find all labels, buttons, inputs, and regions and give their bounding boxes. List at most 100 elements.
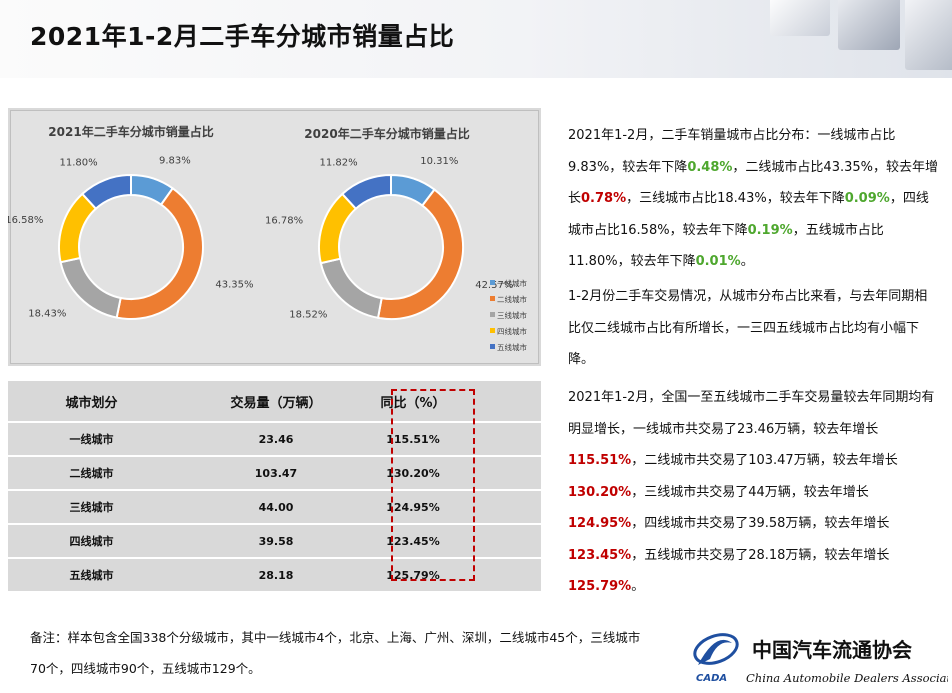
legend-label: 四线城市	[497, 326, 527, 336]
data-label: 11.82%	[319, 157, 357, 168]
header-yoy: 同比（%）	[377, 381, 449, 423]
para1-text: ，二线城市占比43.35%，较去年增长	[568, 159, 938, 207]
para1-value: 0.01%	[695, 254, 741, 269]
cada-logo: CADA 中国汽车流通协会 China Automobile Dealers A…	[688, 625, 952, 689]
table-row: 五线城市 28.18 125.79%	[8, 557, 541, 591]
paragraph-trend-summary: 1-2月份二手车交易情况，从城市分布占比来看，与去年同期相比仅二线城市占比有所增…	[568, 289, 928, 367]
city-cell: 五线城市	[8, 557, 175, 591]
table-header-row: 城市划分 交易量（万辆） 同比（%）	[8, 381, 541, 423]
donut-charts: 2021年二手车分城市销量占比 2020年二手车分城市销量占比 9.83% 43.…	[8, 124, 527, 352]
spacer-cell	[449, 557, 541, 591]
yoy-cell: 124.95%	[377, 489, 449, 524]
donut-slice	[376, 188, 464, 320]
header-city: 城市划分	[8, 381, 175, 423]
legend-swatch	[490, 280, 495, 285]
footnote: 备注：样本包含全国338个分级城市，其中一线城市4个，北京、上海、广州、深圳，二…	[30, 630, 641, 676]
legend-swatch	[490, 312, 495, 317]
table-row: 三线城市 44.00 124.95%	[8, 489, 541, 524]
donut-slice	[58, 192, 98, 264]
city-cell: 一线城市	[8, 421, 175, 456]
legend-swatch	[490, 296, 495, 301]
donut-slice	[115, 186, 204, 320]
legend-label: 一线城市	[497, 278, 527, 288]
data-label: 16.78%	[265, 216, 303, 227]
para3-value: 115.51%	[568, 453, 632, 468]
para1-value: 0.78%	[581, 191, 627, 206]
city-cell: 二线城市	[8, 455, 175, 490]
decorative-cube	[770, 0, 830, 36]
legend-label: 三线城市	[497, 310, 527, 320]
city-volume-table: 城市划分 交易量（万辆） 同比（%） 一线城市 23.46 115.51% 二线…	[8, 381, 541, 591]
yoy-cell: 125.79%	[377, 557, 449, 591]
paragraph-volume-analysis: 2021年1-2月，全国一至五线城市二手车交易量较去年同期均有明显增长，一线城市…	[568, 382, 940, 603]
data-label: 18.52%	[289, 310, 327, 321]
yoy-cell: 115.51%	[377, 421, 449, 456]
data-label: 10.31%	[420, 156, 458, 167]
donut-slice	[59, 256, 122, 319]
para3-value: 123.45%	[568, 547, 632, 563]
volume-cell: 103.47	[175, 455, 377, 490]
data-label: 18.43%	[28, 308, 66, 319]
data-label: 9.83%	[159, 155, 191, 166]
logo-abbr: CADA	[696, 673, 727, 684]
para1-value: 0.19%	[747, 222, 793, 238]
para3-value: 124.95%	[568, 516, 632, 531]
header-banner: 2021年1-2月二手车分城市销量占比	[0, 0, 952, 78]
para1-text: ，五线城市占比11.80%，较去年下降	[568, 222, 884, 270]
para3-text: ，二线城市共交易了103.47万辆，较去年增长	[631, 453, 898, 468]
para3-text: 。	[631, 579, 645, 594]
para3-text: ，五线城市共交易了28.18万辆，较去年增长	[631, 547, 890, 563]
para1-value: 0.48%	[687, 159, 733, 175]
data-label: 16.58%	[8, 215, 43, 226]
volume-cell: 28.18	[175, 557, 377, 591]
para1-text: 。	[740, 254, 754, 269]
chart-title-2021: 2021年二手车分城市销量占比	[48, 124, 213, 139]
table-row: 二线城市 103.47 130.20%	[8, 455, 541, 490]
spacer-cell	[449, 455, 541, 490]
spacer-cell	[449, 421, 541, 456]
header-volume: 交易量（万辆）	[175, 381, 377, 423]
legend-label: 二线城市	[497, 294, 527, 304]
para3-text: 2021年1-2月，全国一至五线城市二手车交易量较去年同期均有明显增长，一线城市…	[568, 390, 935, 437]
table-row: 一线城市 23.46 115.51%	[8, 421, 541, 456]
legend-swatch	[490, 344, 495, 349]
donut-slice	[340, 173, 392, 211]
chart-title-2020: 2020年二手车分城市销量占比	[304, 126, 469, 141]
chart-panel: 2021年二手车分城市销量占比 2020年二手车分城市销量占比 9.83% 43.…	[8, 108, 541, 366]
yoy-cell: 130.20%	[377, 455, 449, 490]
volume-cell: 23.46	[175, 421, 377, 456]
donut-slice	[80, 173, 132, 211]
city-cell: 四线城市	[8, 523, 175, 558]
table-panel: 城市划分 交易量（万辆） 同比（%） 一线城市 23.46 115.51% 二线…	[8, 381, 541, 591]
para1-text: ，三线城市占比18.43%，较去年下降	[626, 191, 845, 206]
legend-label: 五线城市	[497, 342, 527, 352]
table-row: 四线城市 39.58 123.45%	[8, 523, 541, 558]
data-label: 43.35%	[215, 280, 253, 291]
yoy-cell: 123.45%	[377, 523, 449, 558]
header-spacer	[449, 381, 541, 423]
paragraph-share-analysis: 2021年1-2月，二手车销量城市占比分布：一线城市占比9.83%，较去年下降0…	[568, 120, 940, 278]
logo-english-name: China Automobile Dealers Association	[746, 671, 948, 685]
para3-text: ，四线城市共交易了39.58万辆，较去年增长	[631, 516, 890, 531]
logo-chinese-name: 中国汽车流通协会	[752, 638, 912, 662]
donut-slice	[318, 192, 358, 265]
data-label: 42.57%	[475, 280, 513, 291]
para1-text: ，四线城市占比16.58%，较去年下降	[568, 191, 929, 238]
city-cell: 三线城市	[8, 489, 175, 524]
spacer-cell	[449, 489, 541, 524]
volume-cell: 39.58	[175, 523, 377, 558]
data-label: 11.80%	[60, 157, 98, 168]
volume-cell: 44.00	[175, 489, 377, 524]
para3-value: 130.20%	[568, 484, 632, 500]
para3-value: 125.79%	[568, 579, 632, 594]
cada-logo-icon: CADA 中国汽车流通协会 China Automobile Dealers A…	[693, 633, 952, 685]
donut-slice	[319, 257, 383, 319]
para1-value: 0.09%	[844, 191, 890, 206]
legend-swatch	[490, 328, 495, 333]
yoy-highlight-box	[391, 389, 475, 581]
para1-text: 2021年1-2月，二手车销量城市占比分布：一线城市占比9.83%，较去年下降	[568, 128, 896, 175]
decorative-cube	[905, 0, 952, 70]
decorative-cube	[838, 0, 900, 50]
page-title: 2021年1-2月二手车分城市销量占比	[30, 22, 455, 51]
